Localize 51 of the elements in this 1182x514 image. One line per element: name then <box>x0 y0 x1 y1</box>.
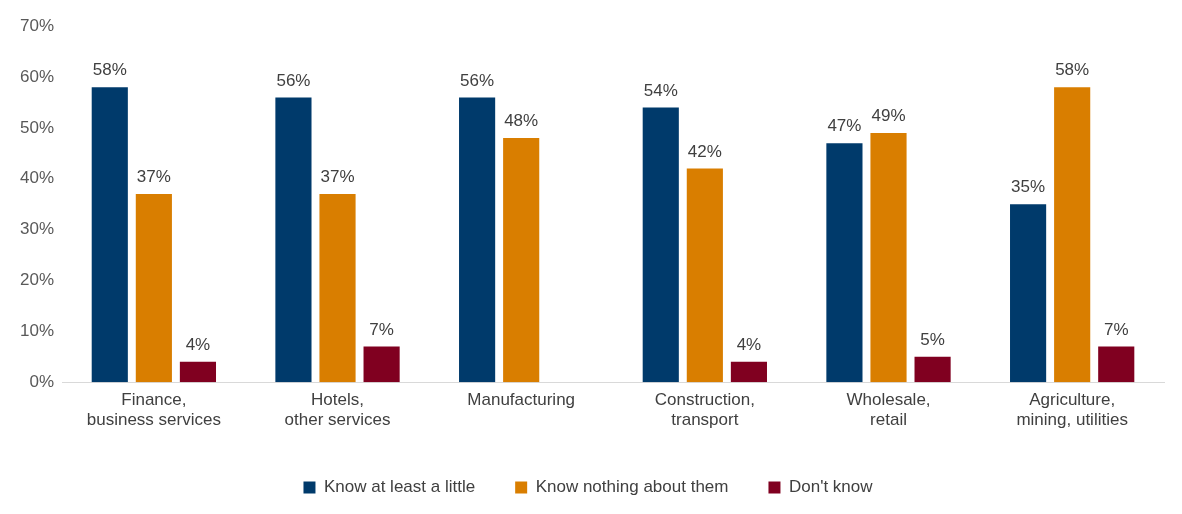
data-label: 37% <box>320 167 355 187</box>
bar <box>179 361 217 383</box>
bar <box>826 143 863 383</box>
y-tick-label: 40% <box>19 168 55 188</box>
y-tick-label: 0% <box>29 371 55 391</box>
data-label: 5% <box>920 329 945 349</box>
x-tick-label: Agriculture, mining, utilities <box>1016 390 1128 430</box>
data-label: 54% <box>643 80 678 100</box>
data-label: 4% <box>185 335 211 355</box>
y-tick-label: 60% <box>19 66 55 86</box>
data-label: 7% <box>1103 319 1129 339</box>
y-tick-label: 70% <box>19 15 55 35</box>
bar <box>275 97 312 383</box>
x-tick-label: Construction, transport <box>654 390 755 430</box>
data-label: 56% <box>276 70 311 90</box>
y-tick-label: 20% <box>19 270 55 290</box>
x-tick-label: Finance, business services <box>86 390 221 430</box>
data-label: 48% <box>504 111 539 131</box>
bar <box>319 194 356 383</box>
bar <box>135 194 172 383</box>
data-label: 58% <box>92 60 127 80</box>
x-tick-label: Wholesale, retail <box>846 390 931 430</box>
legend-label: Know at least a little <box>323 477 476 497</box>
bar <box>686 168 723 383</box>
bar <box>1010 204 1047 383</box>
data-label: 56% <box>460 70 495 90</box>
data-label: 42% <box>687 141 722 161</box>
data-label: 58% <box>1055 60 1090 80</box>
bar <box>870 133 907 383</box>
data-label: 35% <box>1011 177 1046 197</box>
data-label: 37% <box>136 167 171 187</box>
bar <box>914 356 951 383</box>
bar <box>363 346 400 383</box>
y-tick-label: 10% <box>19 321 55 341</box>
bar <box>459 97 496 383</box>
data-label: 49% <box>871 106 906 126</box>
legend-label: Don't know <box>788 477 874 497</box>
bar <box>1098 346 1135 383</box>
data-label: 47% <box>827 116 862 136</box>
bar <box>91 87 128 383</box>
bar <box>503 138 540 383</box>
bar <box>730 361 767 383</box>
y-tick-label: 30% <box>19 219 55 239</box>
data-label: 4% <box>736 335 762 355</box>
y-tick-label: 50% <box>19 117 55 137</box>
bar <box>642 107 679 383</box>
legend-label: Know nothing about them <box>535 477 729 497</box>
x-tick-label: Hotels, other services <box>284 390 391 430</box>
data-label: 7% <box>369 319 394 339</box>
bar <box>1054 87 1091 383</box>
x-tick-label: Manufacturing <box>467 390 576 410</box>
